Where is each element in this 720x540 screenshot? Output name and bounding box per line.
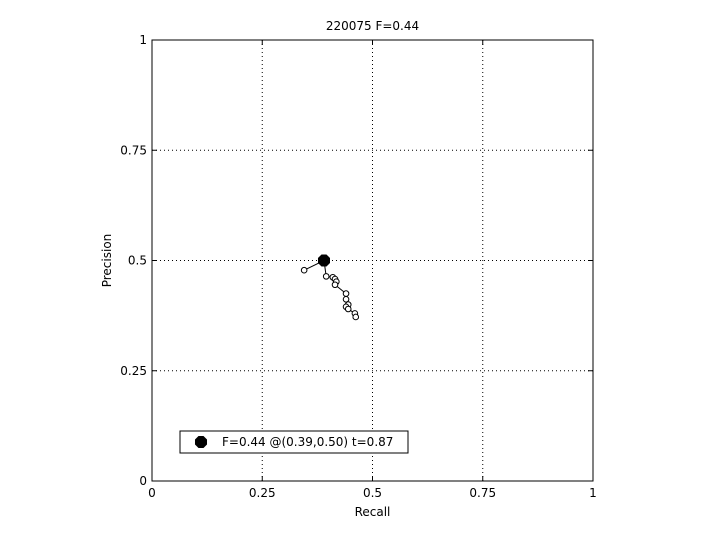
best-point-marker xyxy=(317,254,330,267)
y-tick-label-4: 1 xyxy=(139,33,147,47)
x-tick-label-1: 0.25 xyxy=(249,486,276,500)
y-tick-label-3: 0.75 xyxy=(120,143,147,157)
x-tick-label-0: 0 xyxy=(148,486,156,500)
data-point-6 xyxy=(331,281,339,289)
y-tick-label-2: 0.5 xyxy=(128,254,147,268)
data-point-8 xyxy=(342,296,350,303)
chart-title: 220075 F=0.44 xyxy=(326,19,419,33)
legend-marker xyxy=(194,435,208,449)
x-tick-label-2: 0.5 xyxy=(363,486,382,500)
legend: F=0.44 @(0.39,0.50) t=0.87 xyxy=(179,430,409,454)
data-point-13 xyxy=(352,313,360,321)
x-tick-label-4: 1 xyxy=(589,486,597,500)
data-point-7 xyxy=(342,290,350,297)
y-axis-label: Precision xyxy=(100,234,114,288)
y-tick-label-0: 0 xyxy=(139,474,147,488)
x-tick-label-3: 0.75 xyxy=(469,486,496,500)
data-point-11 xyxy=(344,305,352,313)
grid-lines xyxy=(152,40,593,481)
x-axis-label: Recall xyxy=(355,505,391,519)
legend-box xyxy=(179,430,409,454)
y-tick-label-1: 0.25 xyxy=(120,364,147,378)
data-point-0 xyxy=(300,266,308,274)
axis-ticks: 0 0.25 0.5 0.75 1 0 0.25 0.5 0.75 1 xyxy=(120,33,597,500)
data-point-2 xyxy=(322,273,330,280)
data-series xyxy=(300,254,360,321)
legend-entry: F=0.44 @(0.39,0.50) t=0.87 xyxy=(222,435,393,449)
